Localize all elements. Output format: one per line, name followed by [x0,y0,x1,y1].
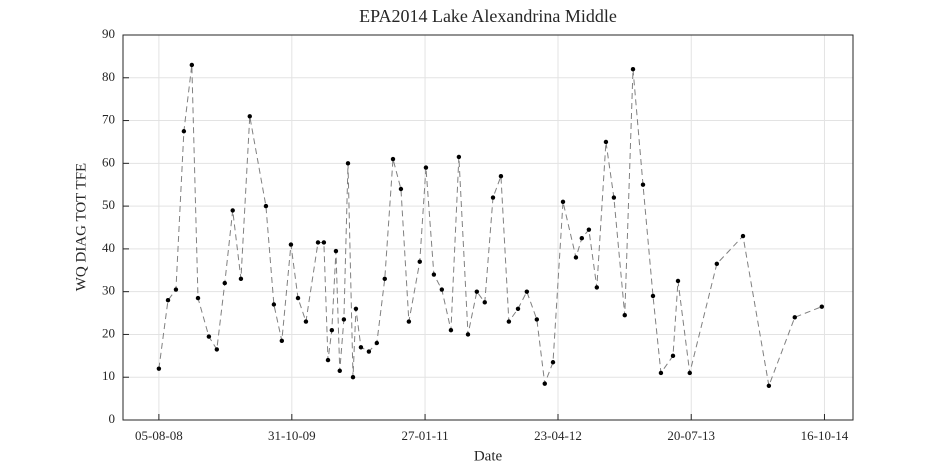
data-point [498,173,504,179]
x-tick-label: 05-08-08 [135,428,183,443]
data-point [165,298,171,303]
data-point [173,287,179,292]
y-tick-label: 90 [102,26,115,41]
data-point [622,312,627,318]
data-point [271,302,277,307]
data-point [382,276,387,282]
y-tick-label: 60 [102,154,115,169]
data-point [542,381,547,386]
y-axis-label: WQ DIAG TOT TFE [73,163,89,291]
data-point [315,240,321,245]
data-point [156,366,162,371]
x-axis-label: Date [474,448,503,464]
data-point [573,255,579,260]
data-point [353,306,359,311]
data-point [560,199,566,205]
data-point [714,261,720,267]
data-point [374,340,380,346]
data-point [670,353,676,359]
data-point [465,332,471,337]
data-point [490,195,496,200]
data-point [321,240,327,245]
data-point [238,276,244,282]
data-point [819,304,825,309]
data-point [263,203,269,209]
chart-title: EPA2014 Lake Alexandrina Middle [359,6,617,26]
y-tick-label: 80 [102,69,115,84]
data-point [524,289,530,294]
data-point [603,139,609,145]
data-point [456,154,462,160]
data-point [279,338,285,344]
data-point [658,370,664,376]
data-point [431,272,437,277]
x-tick-label: 23-04-12 [534,428,582,443]
data-point [337,368,342,374]
data-point [358,345,364,350]
data-point [675,278,681,284]
data-point [611,195,617,200]
data-point [181,129,187,134]
x-tick-label: 31-10-09 [268,428,316,443]
data-point [195,295,201,301]
data-point [515,306,521,311]
data-point [650,293,656,299]
data-point [189,62,195,68]
plot-frame [122,34,854,421]
data-point [792,315,797,320]
data-point [333,248,339,254]
data-point [350,375,356,380]
data-point [222,280,227,286]
x-tick-label: 27-01-11 [401,428,448,443]
data-point [640,182,646,187]
data-point [534,317,540,322]
y-tick-label: 50 [102,197,115,212]
data-point [594,285,600,290]
y-tick-label: 40 [102,240,115,255]
y-tick-label: 10 [102,368,115,383]
data-point [740,233,746,239]
data-point [325,357,331,363]
data-point [630,67,636,72]
data-point [586,227,592,232]
data-point [329,327,335,333]
data-point [206,334,212,339]
x-tick-label: 20-07-13 [667,428,715,443]
data-point [406,319,412,324]
y-tick-label: 0 [109,411,116,426]
data-point [482,300,487,305]
data-point [230,208,235,213]
data-point [474,289,480,294]
data-point [288,242,294,247]
data-point [579,235,585,241]
y-tick-label: 30 [102,283,115,298]
data-point [345,161,351,166]
data-point [550,360,556,365]
y-tick-label: 70 [102,112,115,127]
data-point [303,319,309,324]
data-line [158,64,823,388]
data-point [390,156,396,162]
data-point [766,383,772,388]
data-point [398,186,404,192]
data-point [423,165,429,170]
data-point [366,349,372,354]
data-point [687,370,692,376]
data-point [341,317,347,322]
data-point [417,259,422,264]
data-point [295,295,301,301]
data-point [439,287,445,292]
data-point [247,114,252,119]
data-point [214,347,220,352]
data-point [506,319,512,324]
data-point [448,327,454,333]
x-tick-label: 16-10-14 [801,428,849,443]
y-tick-label: 20 [102,325,115,340]
